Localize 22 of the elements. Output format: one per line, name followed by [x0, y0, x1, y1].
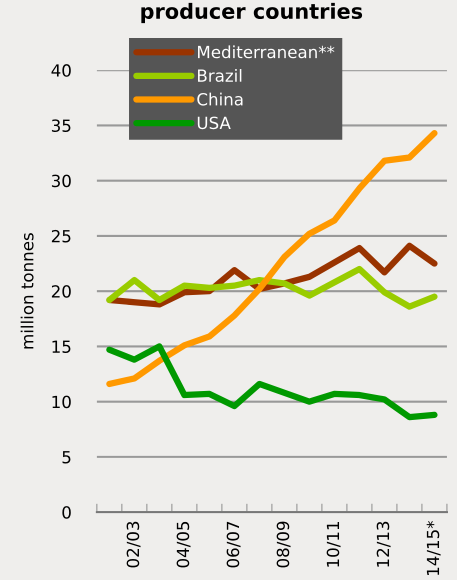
x-tick-label: 02/03: [126, 522, 141, 568]
y-tick-label: 20: [52, 285, 71, 298]
y-tick-label: 25: [52, 230, 70, 242]
chart-title: producer countries: [141, 2, 362, 24]
y-tick-label: 10: [52, 396, 71, 408]
x-tick-label: 10/11: [326, 522, 341, 567]
x-tick-label: 14/15*: [426, 520, 441, 576]
legend-label: China: [197, 92, 242, 106]
legend-label: Brazil: [198, 69, 242, 82]
y-tick-label: 40: [51, 64, 71, 77]
y-tick-label: 30: [52, 174, 71, 188]
y-tick-label: 15: [52, 340, 70, 353]
y-tick-label: 0: [62, 506, 71, 519]
x-tick-label: 04/05: [176, 522, 191, 568]
x-tick-label: 12/13: [376, 522, 391, 567]
y-tick-label: 5: [62, 451, 70, 464]
y-tick-label: 35: [52, 119, 70, 132]
x-tick-label: 08/09: [276, 522, 291, 568]
legend-label: Mediterranean**: [198, 45, 334, 58]
legend-label: USA: [198, 116, 231, 130]
y-axis-title: million tonnes: [20, 233, 34, 348]
x-tick-label: 06/07: [226, 522, 241, 568]
